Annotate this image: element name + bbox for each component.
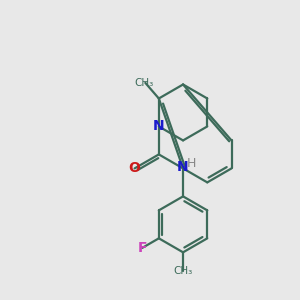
- Text: H: H: [187, 157, 196, 169]
- Text: N: N: [177, 160, 189, 174]
- Text: CH₃: CH₃: [173, 266, 193, 277]
- Text: F: F: [137, 241, 147, 255]
- Text: CH₃: CH₃: [134, 78, 154, 88]
- Text: N: N: [153, 119, 165, 134]
- Text: O: O: [129, 161, 140, 176]
